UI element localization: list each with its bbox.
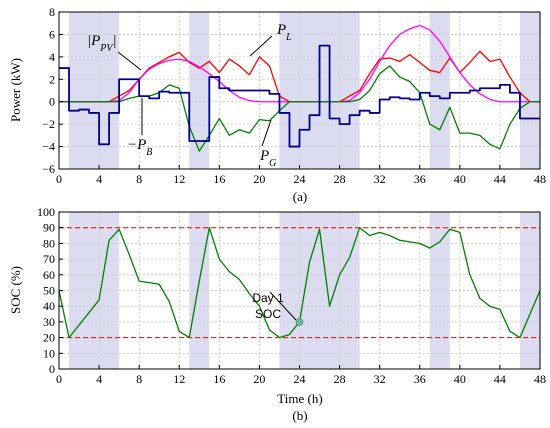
y-tick-label-9: 90	[43, 221, 55, 235]
panel-b-ticks: 0 4 8 12 16 20 24 28 32 36 40 44 4801020304050607080…	[37, 205, 546, 386]
panel-a-caption: (a)	[293, 189, 307, 204]
x-tick-label-12: 48	[534, 372, 546, 386]
series-line-soc	[58, 227, 541, 339]
y-tick-label-1: 10	[43, 346, 55, 360]
annotation-pl-arrow	[249, 35, 273, 57]
x-tick-label-1: 4	[96, 372, 102, 386]
annotation-pl-label: PL	[276, 22, 292, 43]
annotation-pg-arrow	[261, 119, 272, 147]
x-tick-label-8: 32	[374, 172, 386, 186]
y-tick-label-4: 2	[49, 72, 55, 86]
x-tick-label-3: 12	[173, 372, 185, 386]
y-tick-label-4: 40	[43, 299, 55, 313]
x-tick-label-4: 16	[213, 372, 225, 386]
panel-b-series	[58, 227, 541, 339]
y-tick-label-3: 30	[43, 315, 55, 329]
x-tick-label-1: 4	[96, 172, 102, 186]
x-tick-label-5: 20	[253, 172, 265, 186]
panel-a-y-axis-label: Power (kW)	[8, 58, 23, 122]
y-tick-label-2: 20	[43, 331, 55, 345]
shaded-region-1	[189, 12, 210, 169]
x-tick-label-9: 36	[414, 172, 426, 186]
x-tick-label-7: 28	[334, 372, 346, 386]
panel-b-x-axis-label: Time (h)	[277, 391, 322, 406]
x-tick-label-5: 20	[253, 372, 265, 386]
x-tick-label-6: 24	[294, 172, 306, 186]
annotation-pb: −PB	[127, 98, 152, 158]
x-tick-label-4: 16	[213, 172, 225, 186]
y-tick-label-2: −2	[42, 117, 55, 131]
panel-b-caption: (b)	[292, 408, 307, 423]
y-tick-label-10: 100	[37, 205, 55, 219]
x-tick-label-2: 8	[136, 372, 142, 386]
x-tick-label-9: 36	[414, 372, 426, 386]
y-tick-label-6: 6	[49, 27, 55, 41]
x-tick-label-11: 44	[494, 372, 506, 386]
x-tick-label-2: 8	[136, 172, 142, 186]
panel-a-series	[59, 24, 540, 152]
annotation-day1-soc: Day 1 SOC	[252, 291, 297, 321]
annotation-day1-line2: SOC	[255, 307, 281, 321]
x-tick-label-6: 24	[294, 372, 306, 386]
shaded-region-3	[429, 12, 450, 169]
y-tick-label-8: 80	[43, 236, 55, 250]
shaded-region-0	[69, 12, 120, 169]
y-tick-label-0: −6	[42, 162, 55, 176]
y-tick-label-6: 60	[43, 268, 55, 282]
y-tick-label-7: 70	[43, 252, 55, 266]
x-tick-label-11: 44	[494, 172, 506, 186]
day1-soc-marker	[295, 318, 304, 326]
panel-b-y-axis-label: SOC (%)	[8, 266, 23, 314]
shaded-region-4	[519, 212, 540, 369]
x-tick-label-0: 0	[56, 172, 62, 186]
shaded-region-4	[519, 12, 540, 169]
x-tick-label-8: 32	[374, 372, 386, 386]
y-tick-label-5: 50	[43, 284, 55, 298]
x-tick-label-0: 0	[56, 372, 62, 386]
y-tick-label-5: 4	[49, 50, 55, 64]
series-line-pb	[59, 44, 540, 148]
annotation-ppv: |PPV|	[87, 33, 142, 71]
annotation-ppv-arrow	[117, 51, 142, 71]
x-tick-label-12: 48	[534, 172, 546, 186]
annotation-ppv-label: |PPV|	[87, 33, 117, 54]
y-tick-label-0: 0	[49, 362, 55, 376]
x-tick-label-7: 28	[334, 172, 346, 186]
y-tick-label-7: 8	[49, 5, 55, 19]
annotation-pb-label: −PB	[127, 137, 152, 158]
annotation-pg: PG	[259, 119, 276, 169]
annotation-day1-line1: Day 1	[252, 291, 284, 305]
annotation-pg-label: PG	[259, 148, 276, 169]
y-tick-label-3: 0	[49, 95, 55, 109]
annotation-day1-arrow	[269, 291, 297, 321]
x-tick-label-10: 40	[454, 372, 466, 386]
panel-b: 0 4 8 12 16 20 24 28 32 36 40 44 4801020304050607080…	[8, 205, 546, 423]
x-tick-label-10: 40	[454, 172, 466, 186]
y-tick-label-1: −4	[42, 140, 55, 154]
x-tick-label-3: 12	[173, 172, 185, 186]
annotation-pl: PL	[249, 22, 292, 57]
